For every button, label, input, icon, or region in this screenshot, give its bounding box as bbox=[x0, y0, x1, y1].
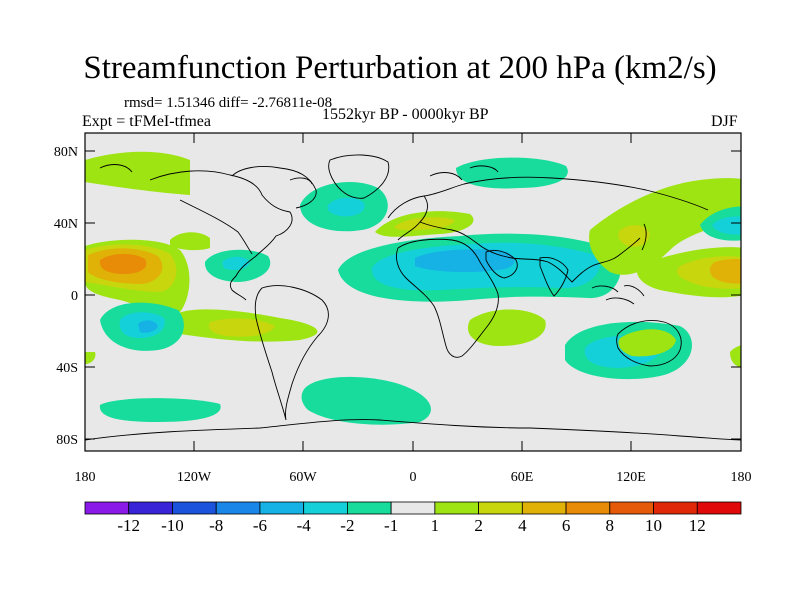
colorbar-box-9 bbox=[478, 501, 523, 515]
colorbar-label-12: 10 bbox=[645, 516, 663, 535]
chart-title: Streamfunction Perturbation at 200 hPa (… bbox=[83, 50, 717, 86]
colorbar-label-1: -10 bbox=[161, 516, 184, 535]
lat-tick-40n: 40N bbox=[54, 217, 78, 232]
period-label: 1552kyr BP - 0000kyr BP bbox=[322, 106, 489, 123]
colorbar-box-0 bbox=[84, 501, 130, 515]
japan-coast bbox=[641, 223, 647, 251]
experiment-label: Expt = tFMeI-tfmea bbox=[82, 113, 211, 130]
lon-tick-0: 0 bbox=[410, 470, 417, 485]
antarctica-coast bbox=[85, 419, 741, 441]
colorbar-label-10: 6 bbox=[561, 516, 571, 535]
west-edge-green bbox=[85, 352, 96, 364]
colorbar-label-8: 2 bbox=[474, 516, 483, 535]
colorbar-box-13 bbox=[653, 501, 698, 515]
colorbar-box-12 bbox=[609, 501, 654, 515]
colorbar-box-10 bbox=[521, 501, 567, 515]
east-pacific-orange bbox=[709, 259, 741, 284]
south-america-coast bbox=[254, 285, 329, 421]
colorbar-box-2 bbox=[172, 501, 217, 515]
coastlines bbox=[85, 154, 741, 441]
se-asia-coast bbox=[591, 285, 645, 305]
africa-coast bbox=[395, 238, 499, 358]
colorbar-box-4 bbox=[259, 501, 305, 515]
australia-coast bbox=[616, 320, 682, 367]
lon-tick-60e: 60E bbox=[511, 470, 534, 485]
australia-green bbox=[618, 329, 676, 357]
colorbar-box-14 bbox=[696, 501, 742, 515]
colorbar-box-11 bbox=[565, 501, 611, 515]
japan-yellow bbox=[618, 225, 650, 247]
arctic-islands bbox=[99, 164, 499, 185]
colorbar-box-6 bbox=[346, 501, 392, 515]
colorbar-label-9: 4 bbox=[518, 516, 527, 535]
colorbar-label-11: 8 bbox=[605, 516, 615, 535]
colorbar-label-4: -4 bbox=[296, 516, 311, 535]
colorbar-label-3: -6 bbox=[252, 516, 268, 535]
colorbar-box-3 bbox=[215, 501, 261, 515]
colorbar-box-7 bbox=[390, 501, 436, 515]
india-coast bbox=[539, 257, 569, 297]
south-pacific-center bbox=[138, 320, 158, 333]
colorbar-label-13: 12 bbox=[688, 516, 706, 535]
southern-ocean-west bbox=[99, 398, 221, 422]
lat-tick-40s: 40S bbox=[56, 361, 78, 376]
lat-tick-80s: 80S bbox=[56, 433, 78, 448]
colorbar bbox=[84, 501, 742, 515]
lon-tick-180e: 180 bbox=[731, 470, 752, 485]
south-pacific-yellow bbox=[208, 318, 275, 337]
season-label: DJF bbox=[711, 113, 738, 130]
caribbean-green bbox=[170, 232, 210, 251]
south-atlantic-blob bbox=[301, 376, 431, 425]
lon-tick-120e: 120E bbox=[616, 470, 646, 485]
contour-fields bbox=[85, 151, 741, 425]
colorbar-label-6: -1 bbox=[384, 516, 399, 535]
southeast-pacific-green bbox=[730, 345, 741, 368]
colorbar-label-0: -12 bbox=[117, 516, 141, 535]
colorbar-label-2: -8 bbox=[209, 516, 224, 535]
arctic-green-band bbox=[85, 151, 190, 195]
eurasia-coast bbox=[387, 176, 709, 283]
stats-label: rmsd= 1.51346 diff= -2.76811e-08 bbox=[124, 95, 333, 111]
arabia-coast bbox=[485, 249, 518, 279]
arctic-blob bbox=[456, 157, 568, 189]
lon-tick-120w: 120W bbox=[177, 470, 212, 485]
lat-tick-0: 0 bbox=[71, 289, 78, 304]
south-africa-green bbox=[467, 309, 546, 346]
lon-tick-180w: 180 bbox=[75, 470, 96, 485]
colorbar-label-7: 1 bbox=[430, 516, 440, 535]
lat-tick-labels: 80N 40N 0 40S 80S bbox=[54, 145, 78, 448]
axis-ticks bbox=[84, 133, 742, 451]
asia-pacific-green bbox=[589, 178, 741, 275]
lon-tick-labels: 180 120W 60W 0 60E 120E 180 bbox=[75, 470, 752, 485]
west-pacific-core bbox=[99, 253, 147, 274]
colorbar-box-1 bbox=[128, 501, 173, 515]
colorbar-box-5 bbox=[303, 501, 348, 515]
lon-tick-60w: 60W bbox=[289, 470, 317, 485]
north-america-coast bbox=[149, 165, 317, 301]
colorbar-label-5: -2 bbox=[340, 516, 355, 535]
colorbar-box-8 bbox=[434, 501, 480, 515]
lat-tick-80n: 80N bbox=[54, 145, 78, 160]
north-pacific-core bbox=[712, 216, 741, 235]
greenland-coast bbox=[328, 154, 390, 199]
north-atlantic-core bbox=[327, 197, 365, 217]
